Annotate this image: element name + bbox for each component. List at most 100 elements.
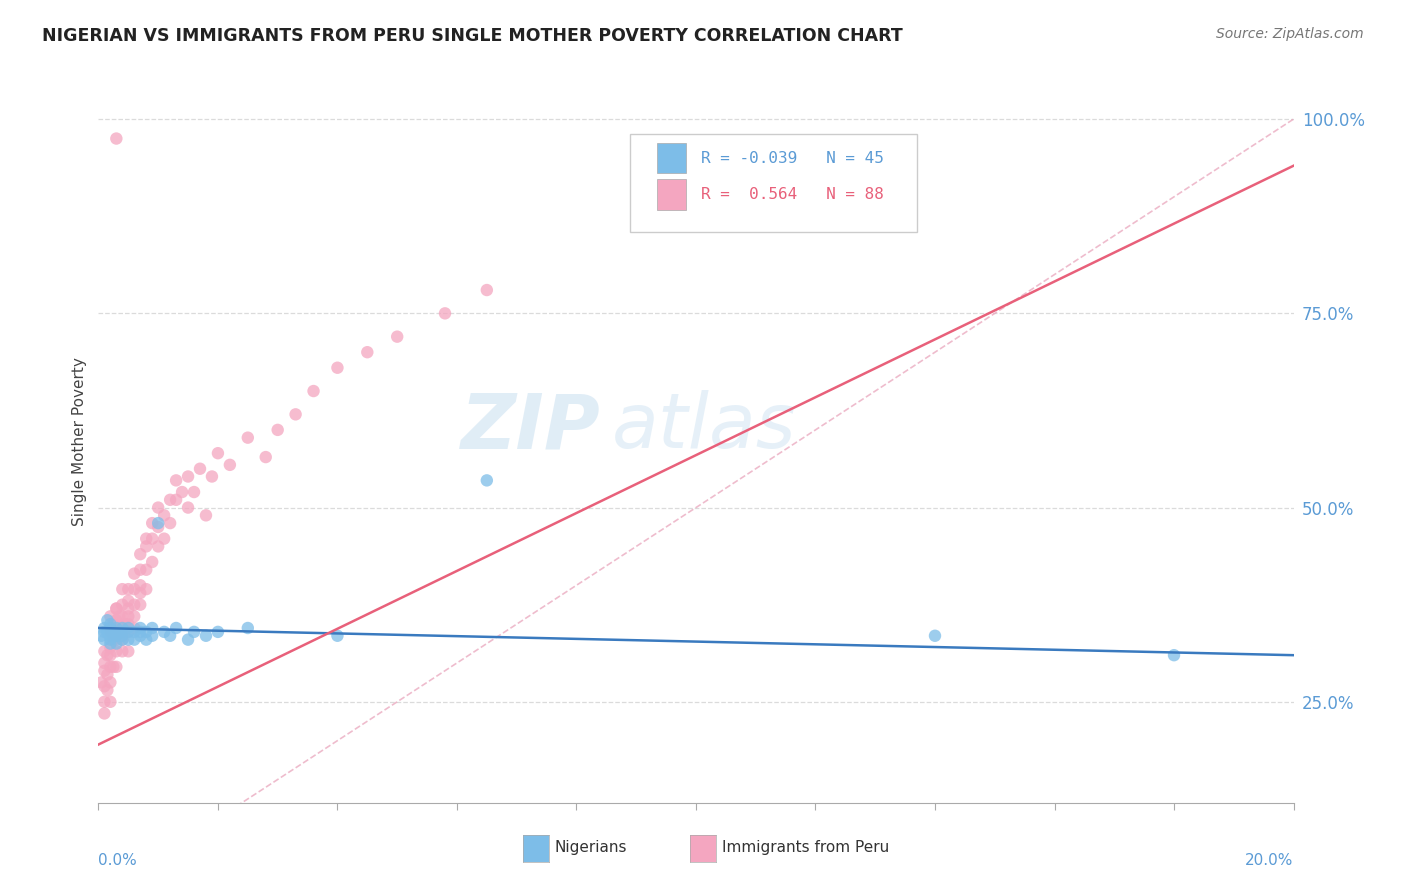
Point (153, 532, 176, 546)
Point (98, 695, 122, 709)
Point (148, 500, 170, 515)
Point (90, 629, 112, 643)
Y-axis label: Single Mother Poverty: Single Mother Poverty (72, 357, 87, 526)
Point (108, 609, 131, 624)
Point (96, 683, 118, 698)
Point (105, 629, 128, 643)
FancyBboxPatch shape (657, 143, 686, 173)
Point (96, 648, 118, 663)
Point (165, 474, 187, 488)
Point (207, 624, 229, 639)
Point (96, 667, 118, 681)
Point (124, 598, 146, 612)
Point (105, 624, 128, 639)
Point (135, 532, 157, 546)
Point (98, 660, 122, 674)
Point (148, 520, 170, 534)
Point (93, 621, 115, 635)
Text: atlas: atlas (613, 390, 797, 464)
Point (129, 624, 152, 639)
Point (93, 695, 115, 709)
Point (195, 629, 218, 643)
Text: R = -0.039   N = 45: R = -0.039 N = 45 (700, 151, 883, 166)
Point (475, 283, 498, 297)
Point (117, 609, 139, 624)
Point (195, 508, 218, 523)
Point (111, 598, 134, 612)
Point (117, 582, 139, 596)
Point (98, 624, 122, 639)
FancyBboxPatch shape (657, 179, 686, 210)
Point (103, 617, 125, 632)
Point (434, 306, 457, 320)
Text: 20.0%: 20.0% (1246, 854, 1294, 869)
Point (103, 632, 125, 647)
Point (326, 629, 349, 643)
Text: Nigerians: Nigerians (555, 840, 627, 855)
Point (117, 624, 139, 639)
Point (105, 632, 128, 647)
Point (236, 621, 259, 635)
Point (124, 609, 146, 624)
Point (129, 621, 152, 635)
Point (105, 621, 128, 635)
Point (141, 532, 163, 546)
Point (93, 664, 115, 678)
Point (111, 582, 134, 596)
Point (105, 629, 128, 643)
Point (1163, 648, 1185, 663)
Point (385, 329, 409, 343)
Point (105, 613, 128, 627)
Point (124, 582, 146, 596)
Point (111, 629, 134, 643)
Point (93, 656, 115, 670)
Text: 0.0%: 0.0% (98, 854, 138, 869)
Point (105, 601, 128, 615)
Point (124, 624, 146, 639)
Point (114, 617, 136, 632)
Point (284, 408, 307, 422)
Point (148, 540, 170, 554)
Point (135, 582, 157, 596)
Point (96, 624, 118, 639)
Point (254, 450, 277, 464)
Point (117, 621, 139, 635)
Point (105, 644, 128, 658)
Point (177, 632, 200, 647)
Point (177, 469, 200, 483)
Point (90, 675, 112, 690)
Point (111, 624, 134, 639)
Point (117, 601, 139, 615)
Point (165, 621, 187, 635)
Point (201, 469, 224, 483)
Point (93, 706, 115, 721)
Point (105, 636, 128, 650)
Point (98, 640, 122, 655)
Point (93, 679, 115, 693)
Point (141, 555, 163, 569)
Point (129, 598, 152, 612)
Point (117, 624, 139, 639)
Point (356, 345, 378, 359)
Point (105, 131, 128, 145)
Point (124, 566, 146, 581)
Point (153, 624, 176, 639)
Point (148, 516, 170, 530)
Point (93, 624, 115, 639)
Point (924, 629, 946, 643)
Point (207, 446, 229, 460)
Point (124, 621, 146, 635)
Point (129, 547, 152, 561)
Point (111, 624, 134, 639)
Point (98, 617, 122, 632)
Point (326, 360, 349, 375)
Point (236, 431, 259, 445)
Point (135, 540, 157, 554)
Point (105, 660, 128, 674)
Point (183, 485, 205, 500)
Text: NIGERIAN VS IMMIGRANTS FROM PERU SINGLE MOTHER POVERTY CORRELATION CHART: NIGERIAN VS IMMIGRANTS FROM PERU SINGLE … (42, 27, 903, 45)
Point (98, 621, 122, 635)
Point (141, 516, 163, 530)
Point (117, 632, 139, 647)
Text: Immigrants from Peru: Immigrants from Peru (723, 840, 890, 855)
